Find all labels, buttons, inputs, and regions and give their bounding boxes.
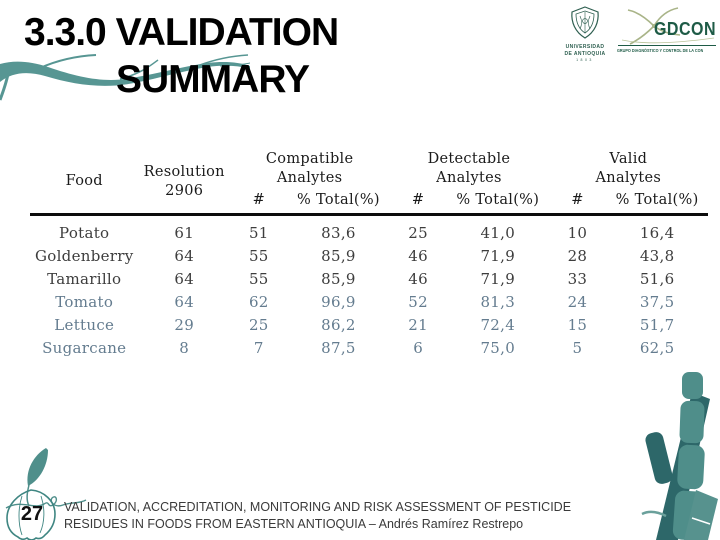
cell-detectable-pct: 71,9 — [480, 246, 516, 265]
cell-resolution: 29 — [174, 315, 195, 334]
cell-detectable-pct: 75,0 — [480, 338, 516, 357]
cell-resolution: 61 — [138, 213, 230, 244]
cell-detectable-n: 46 — [408, 246, 428, 265]
group-compatible-line1: Compatible — [265, 151, 354, 167]
gdcon-caption: GRUPO DIAGNÓSTICO Y CONTROL DE LA CONTAM… — [617, 48, 703, 53]
udea-caption-line2: DE ANTIOQUIA — [564, 50, 606, 57]
footer-line1: VALIDATION, ACCREDITATION, MONITORING AN… — [64, 500, 572, 514]
page-number: 27 — [20, 503, 44, 525]
cell-food: Sugarcane — [42, 338, 127, 357]
gdcon-acronym: GDCON — [653, 20, 716, 40]
gdcon-rule — [618, 45, 716, 46]
cell-resolution: 64 — [174, 292, 195, 311]
sugarcane-illustration — [641, 372, 718, 540]
cell-detectable-pct: 71,9 — [480, 269, 516, 288]
cell-detectable-pct: 81,3 — [480, 292, 516, 311]
table-row-goldenberry: Goldenberry 64 55 85,9 46 71,9 28 43,8 — [30, 244, 708, 267]
footer-caption: VALIDATION, ACCREDITATION, MONITORING AN… — [64, 499, 654, 533]
cell-compatible-pct: 85,9 — [321, 246, 356, 265]
cell-detectable-pct: 72,4 — [480, 315, 516, 334]
table-row-lettuce: Lettuce 29 25 86,2 21 72,4 15 51,7 — [30, 313, 708, 336]
cell-valid-pct: 37,5 — [639, 292, 675, 311]
slide-title-line1: 3.3.0 VALIDATION — [24, 11, 339, 54]
subheader-valid-percent: % Total(%) — [615, 192, 699, 208]
branch-decoration — [0, 54, 250, 101]
cell-valid-n: 5 — [572, 338, 583, 357]
cell-resolution: 64 — [174, 269, 195, 288]
table-row-potato: Potato 61 51 83,6 25 41,0 10 16,4 — [30, 213, 708, 244]
udea-logo: UNIVERSIDAD DE ANTIOQUIA 1803 — [556, 6, 614, 62]
group-header-valid: Valid Analytes — [549, 150, 708, 188]
cell-detectable-n: 25 — [389, 213, 447, 244]
cell-compatible-pct: 85,9 — [321, 269, 356, 288]
cell-valid-pct: 51,7 — [639, 315, 675, 334]
cell-compatible-n: 51 — [229, 213, 288, 244]
cell-compatible-n: 7 — [253, 338, 264, 357]
gdcon-star-icon — [621, 7, 715, 45]
cell-compatible-pct: 96,9 — [321, 292, 356, 311]
col-header-resolution-line2: 2906 — [165, 182, 204, 199]
cell-resolution: 64 — [174, 246, 195, 265]
cell-valid-pct: 51,6 — [639, 269, 675, 288]
group-detectable-line2: Analytes — [436, 170, 502, 186]
cell-compatible-n: 55 — [248, 269, 269, 288]
cell-detectable-n: 6 — [413, 338, 424, 357]
cell-food: Lettuce — [54, 315, 115, 334]
cell-valid-pct: 43,8 — [639, 246, 675, 265]
cell-valid-n: 33 — [567, 269, 588, 288]
cell-compatible-n: 55 — [248, 246, 269, 265]
group-compatible-line2: Analytes — [276, 170, 343, 186]
cell-food: Potato — [30, 213, 139, 244]
slide-title-line2: SUMMARY — [116, 58, 310, 101]
subheader-compatible-count: # — [252, 192, 266, 208]
cell-valid-pct: 16,4 — [606, 213, 708, 244]
cell-compatible-n: 62 — [248, 292, 269, 311]
footer-line2: RESIDUES IN FOODS FROM EASTERN ANTIOQUIA… — [64, 517, 524, 531]
cell-valid-n: 28 — [567, 246, 588, 265]
physalis-page-badge — [5, 448, 87, 540]
cell-food: Tomato — [55, 292, 114, 311]
cell-compatible-pct: 87,5 — [321, 338, 356, 357]
cell-compatible-pct: 83,6 — [287, 213, 390, 244]
table-row-tomato: Tomato 64 62 96,9 52 81,3 24 37,5 — [30, 290, 708, 313]
cell-valid-pct: 62,5 — [639, 338, 675, 357]
group-detectable-line1: Detectable — [427, 151, 511, 167]
group-valid-line2: Analytes — [595, 170, 662, 186]
group-header-detectable: Detectable Analytes — [389, 150, 548, 188]
col-header-resolution: Resolution 2906 — [138, 150, 230, 215]
cell-detectable-n: 52 — [408, 292, 428, 311]
subheader-detectable-count: # — [411, 192, 425, 208]
table-row-sugarcane: Sugarcane 8 7 87,5 6 75,0 5 62,5 — [30, 336, 708, 359]
subheader-compatible-percent: % Total(%) — [297, 192, 380, 208]
col-header-resolution-line1: Resolution — [143, 163, 225, 180]
cell-compatible-pct: 86,2 — [321, 315, 356, 334]
udea-crest-icon — [571, 6, 599, 39]
cell-food: Tamarillo — [47, 269, 122, 288]
cell-compatible-n: 25 — [248, 315, 269, 334]
leaf-icon — [27, 448, 48, 486]
udea-year: 1803 — [576, 58, 594, 62]
cell-valid-n: 10 — [548, 213, 607, 244]
cell-resolution: 8 — [179, 338, 190, 357]
table-row-tamarillo: Tamarillo 64 55 85,9 46 71,9 33 51,6 — [30, 267, 708, 290]
cell-valid-n: 15 — [567, 315, 588, 334]
subheader-detectable-percent: % Total(%) — [456, 192, 540, 208]
col-header-food: Food — [65, 173, 103, 189]
slide-title: 3.3.0 VALIDATION SUMMARY — [24, 9, 339, 103]
subheader-valid-count: # — [571, 192, 584, 208]
cell-detectable-n: 46 — [408, 269, 428, 288]
group-header-compatible: Compatible Analytes — [230, 150, 389, 188]
udea-caption-line1: UNIVERSIDAD — [565, 44, 605, 50]
cell-food: Goldenberry — [34, 246, 134, 265]
group-valid-line1: Valid — [609, 151, 648, 167]
gdcon-logo: GDCON GRUPO DIAGNÓSTICO Y CONTROL DE LA … — [616, 4, 718, 53]
validation-summary-table: Food Resolution 2906 Compatible Analytes… — [30, 150, 708, 359]
cell-detectable-pct: 41,0 — [446, 213, 549, 244]
cell-detectable-n: 21 — [408, 315, 428, 334]
cell-valid-n: 24 — [567, 292, 588, 311]
